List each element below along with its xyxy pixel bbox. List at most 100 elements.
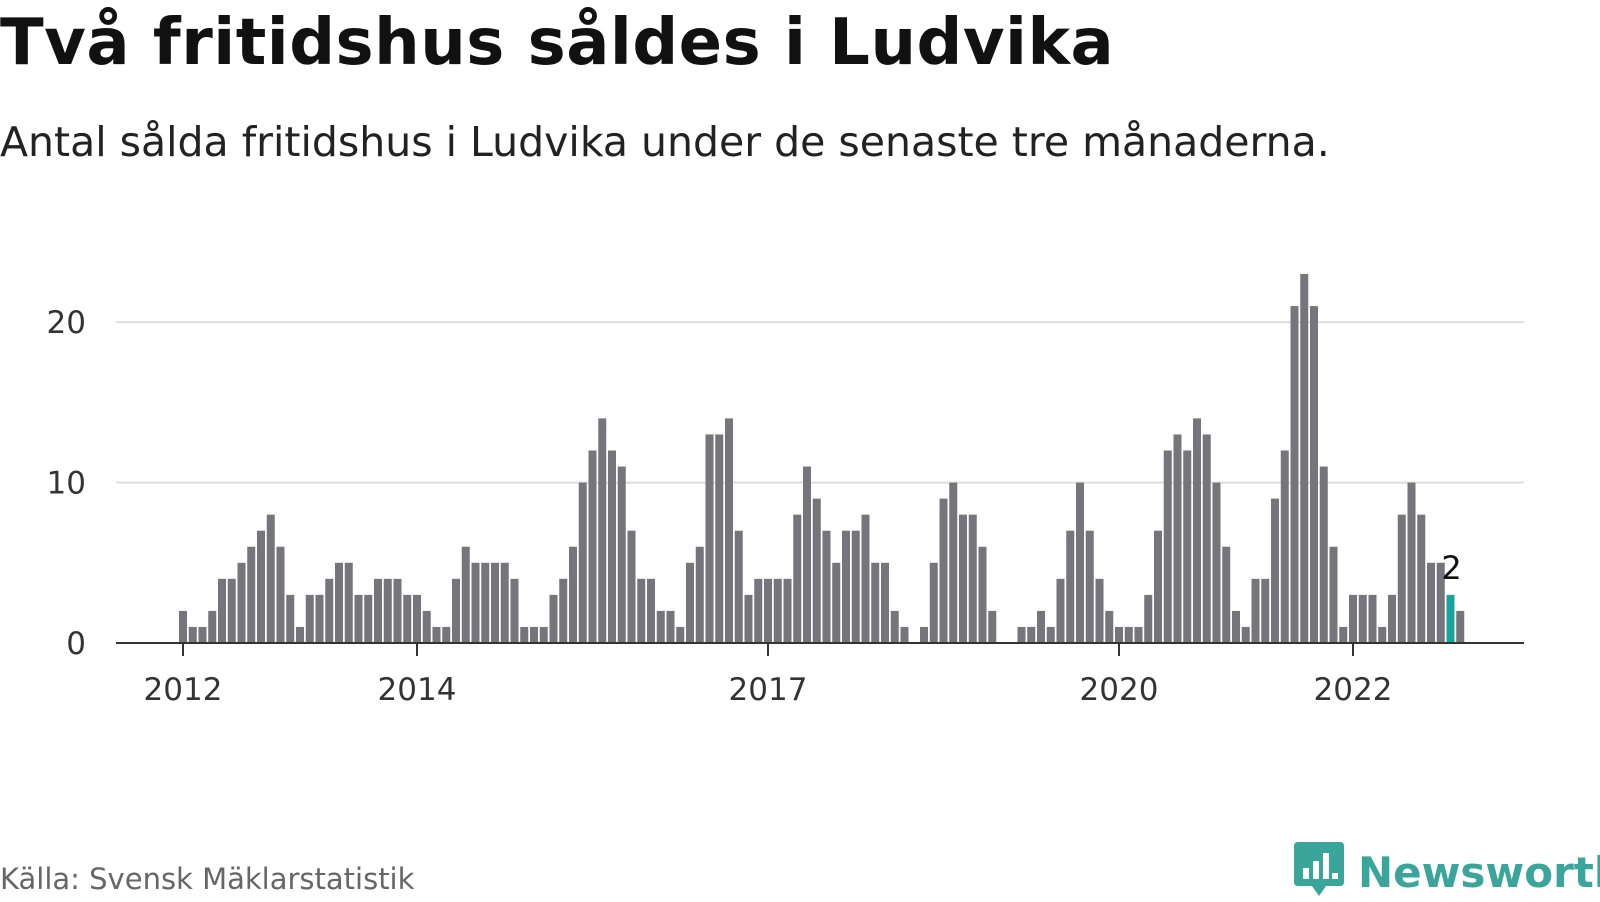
bar (1397, 514, 1406, 643)
bar (929, 562, 938, 643)
bar (812, 498, 821, 643)
bar (286, 594, 295, 643)
brand-logo: Newsworthy (1294, 842, 1600, 902)
bar (1193, 418, 1201, 643)
bar (861, 514, 870, 643)
source-note: Källa: Svensk Mäklarstatistik (0, 862, 415, 896)
bar (1271, 498, 1279, 643)
data-label: 2 (1441, 549, 1461, 587)
bar (900, 626, 909, 643)
bar (920, 626, 928, 643)
bar (539, 626, 548, 643)
bar (569, 546, 577, 643)
bar (344, 562, 353, 643)
bar (871, 562, 880, 643)
bar (1105, 610, 1114, 643)
bar (374, 578, 382, 643)
bar (1378, 626, 1387, 643)
bar (959, 514, 967, 643)
x-tick-label: 2012 (144, 672, 223, 708)
bar (1017, 626, 1026, 643)
bar (1251, 578, 1260, 643)
bar (1056, 578, 1065, 643)
bar-highlight (1446, 594, 1455, 643)
bar (422, 610, 431, 643)
bar (237, 562, 246, 643)
chart-title: Två fritidshus såldes i Ludvika (0, 6, 1115, 80)
bar (1095, 578, 1104, 643)
bar (715, 434, 724, 643)
bar (578, 482, 587, 643)
bar (1290, 306, 1299, 643)
bar (783, 578, 792, 643)
bar (705, 434, 714, 643)
bar (890, 610, 899, 643)
bar (842, 530, 850, 643)
bar (1456, 610, 1465, 643)
bar (666, 610, 675, 643)
x-tick-label: 2014 (378, 672, 457, 708)
bar (452, 578, 460, 643)
bar (1436, 562, 1445, 643)
bar (1280, 450, 1289, 643)
bar (1417, 514, 1426, 643)
bar (305, 594, 314, 643)
bar (481, 562, 490, 643)
bar (432, 626, 441, 643)
bar (1300, 274, 1309, 643)
bar (1232, 610, 1240, 643)
x-tick-label: 2020 (1080, 672, 1159, 708)
bar (1163, 450, 1172, 643)
bars (179, 274, 1465, 643)
bar (1222, 546, 1231, 643)
bar (1339, 626, 1348, 643)
bar (354, 594, 363, 643)
bar (695, 546, 704, 643)
bar (1349, 594, 1357, 643)
bar (1134, 626, 1143, 643)
bar (500, 562, 509, 643)
bar (1319, 466, 1328, 643)
bar (530, 626, 538, 643)
bar (393, 578, 402, 643)
bar (656, 610, 665, 643)
bar (1037, 610, 1045, 643)
bar (1154, 530, 1162, 643)
bar (442, 626, 451, 643)
bar (188, 626, 197, 643)
bar (257, 530, 265, 643)
bar (1212, 482, 1221, 643)
bar (1202, 434, 1211, 643)
bar (325, 578, 334, 643)
bar (773, 578, 782, 643)
bar (793, 514, 802, 643)
bar (1124, 626, 1133, 643)
bar (510, 578, 519, 643)
bar (559, 578, 568, 643)
bar (549, 594, 558, 643)
bar (734, 530, 743, 643)
bar (1027, 626, 1036, 643)
bar (276, 546, 285, 643)
bar (179, 610, 187, 643)
y-tick-label: 20 (47, 305, 86, 341)
bar (1046, 626, 1055, 643)
bar (1368, 594, 1377, 643)
x-tick-label: 2017 (729, 672, 808, 708)
chart-subtitle: Antal sålda fritidshus i Ludvika under d… (0, 118, 1330, 166)
bar (1388, 594, 1396, 643)
bar (315, 594, 324, 643)
bar (637, 578, 646, 643)
bar (627, 530, 636, 643)
bar (588, 450, 597, 643)
bar (1427, 562, 1435, 643)
bar (754, 578, 763, 643)
bar (1066, 530, 1075, 643)
bar (686, 562, 694, 643)
bar (617, 466, 626, 643)
brand-name: Newsworthy (1358, 847, 1600, 897)
bar (725, 418, 733, 643)
bar (383, 578, 392, 643)
bar (266, 514, 275, 643)
